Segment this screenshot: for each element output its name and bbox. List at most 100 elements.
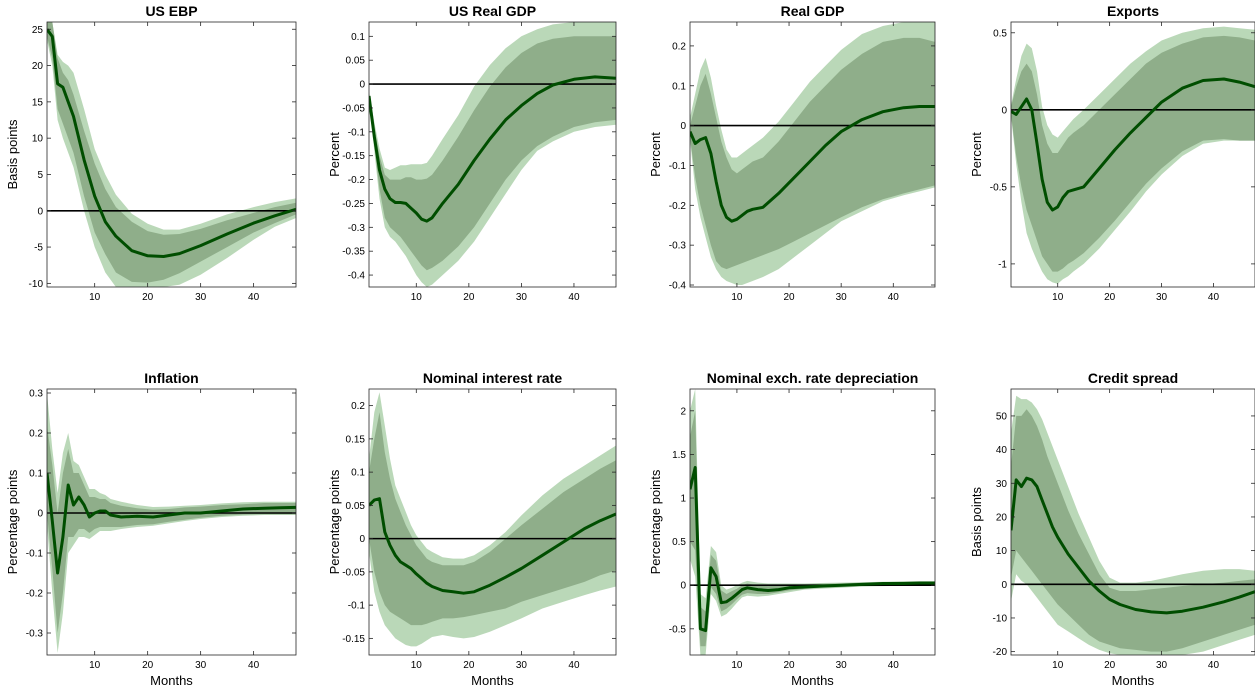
x-tick-label: 40	[568, 660, 580, 671]
x-tick-label: 30	[1156, 292, 1168, 303]
y-tick-label: -0.15	[342, 151, 365, 162]
y-tick-label: -10	[993, 613, 1008, 624]
panel-3: 10 20 30 40 -0.4 -0.3 -0.2 -0.1 0 0.1 0.2 Real GDP P…	[648, 3, 936, 303]
y-tick-label: 0.2	[29, 429, 43, 440]
axes-box	[689, 21, 936, 288]
plot-area	[369, 22, 616, 287]
y-tick-label: 20	[32, 61, 44, 72]
inner-confidence-band	[369, 412, 616, 626]
x-tick-label: 10	[411, 660, 423, 671]
panel-4: 10 20 30 40 -1 -0.5 0 0.5 Exports Percent	[969, 3, 1255, 303]
y-tick-label: -0.2	[348, 175, 366, 186]
y-tick-label: 0.5	[993, 28, 1007, 39]
y-tick-label: 10	[996, 546, 1008, 557]
y-tick-label: -0.1	[348, 601, 366, 612]
plot-area	[690, 389, 935, 655]
x-tick-label: 20	[783, 292, 795, 303]
median-response-line	[369, 497, 616, 595]
y-tick-label: 0.2	[351, 401, 365, 412]
y-tick-label: -1	[998, 259, 1007, 270]
x-tick-label: 30	[836, 292, 848, 303]
x-tick-label: 20	[463, 660, 475, 671]
x-tick-label: 40	[248, 660, 260, 671]
y-tick-label: 0.1	[351, 32, 365, 43]
y-tick-label: -0.35	[342, 247, 365, 258]
y-tick-label: 0.3	[29, 389, 43, 400]
panel-1: 10 20 30 40 -10 -5 0 5 10 15 20 25 US EBP Basis point…	[5, 3, 297, 303]
panel-title: Real GDP	[781, 3, 845, 19]
y-tick-label: 0.1	[351, 468, 365, 479]
x-tick-label: 20	[463, 292, 475, 303]
x-tick-label: 30	[195, 292, 207, 303]
y-tick-label: 0	[680, 581, 686, 592]
y-axis-label: Percentage points	[5, 469, 20, 574]
inner-confidence-band	[1011, 35, 1255, 272]
panel-8: 10 20 30 40 -20 -10 0 10 20 30 40 50 Credit spread Ba…	[969, 370, 1255, 688]
x-tick-label: 40	[568, 292, 580, 303]
y-tick-label: 40	[996, 445, 1008, 456]
y-tick-label: -0.2	[26, 589, 44, 600]
inner-confidence-band	[47, 425, 296, 633]
x-tick-label: 40	[248, 292, 260, 303]
outer-confidence-band	[47, 393, 296, 653]
panel-title: Inflation	[144, 370, 198, 386]
y-tick-label: 0.2	[672, 41, 686, 52]
y-tick-label: 20	[996, 512, 1008, 523]
y-tick-label: -10	[29, 279, 44, 290]
y-tick-label: -0.1	[348, 127, 366, 138]
y-tick-label: 0	[37, 509, 43, 520]
x-tick-label: 40	[888, 292, 900, 303]
y-axis-label: Percent	[327, 132, 342, 177]
y-tick-label: -0.3	[348, 223, 366, 234]
y-tick-label: -5	[34, 243, 43, 254]
y-tick-label: -0.4	[348, 271, 366, 282]
y-tick-label: 0	[359, 534, 365, 545]
axes-box	[1010, 21, 1255, 288]
y-tick-label: -0.4	[669, 281, 687, 292]
y-tick-label: -0.5	[669, 624, 687, 635]
x-tick-label: 20	[142, 292, 154, 303]
axes-box	[689, 388, 936, 656]
y-tick-label: -0.2	[669, 201, 687, 212]
x-tick-label: 30	[195, 660, 207, 671]
y-axis-label: Basis points	[969, 486, 984, 557]
axes-box	[368, 21, 617, 288]
y-axis-label: Basis points	[5, 119, 20, 190]
y-tick-label: 0	[680, 121, 686, 132]
y-tick-label: 0.1	[672, 81, 686, 92]
y-tick-label: 5	[37, 170, 43, 181]
x-tick-label: 20	[1104, 660, 1116, 671]
x-tick-label: 10	[731, 660, 743, 671]
y-tick-label: -0.15	[342, 634, 365, 645]
panel-title: Credit spread	[1088, 370, 1178, 386]
y-tick-label: -0.3	[669, 241, 687, 252]
y-tick-label: 0	[1001, 105, 1007, 116]
panel-6: 10 20 30 40 -0.15 -0.1 -0.05 0 0.05 0.1 0.15 0.2 Nom…	[327, 370, 617, 688]
plot-area	[690, 22, 935, 285]
y-tick-label: 0.15	[346, 434, 366, 445]
axes-box	[46, 388, 297, 656]
median-response-line	[369, 75, 616, 223]
y-tick-label: -0.1	[669, 161, 687, 172]
y-axis-label: Percent	[969, 132, 984, 177]
plot-area	[369, 392, 616, 647]
y-tick-label: 30	[996, 479, 1008, 490]
y-tick-label: 50	[996, 411, 1008, 422]
y-tick-label: 25	[32, 25, 44, 36]
x-axis-label: Months	[150, 673, 193, 688]
panel-title: US EBP	[145, 3, 197, 19]
inner-confidence-band	[1011, 409, 1255, 652]
y-tick-label: 0.05	[346, 501, 366, 512]
plot-area	[47, 393, 296, 653]
y-tick-label: 0	[37, 206, 43, 217]
x-tick-label: 40	[1208, 292, 1220, 303]
axes-box	[1010, 388, 1255, 656]
x-tick-label: 20	[1104, 292, 1116, 303]
panel-7: 10 20 30 40 -0.5 0 0.5 1 1.5 2 Nominal exch. rate …	[648, 370, 936, 688]
x-tick-label: 10	[411, 292, 423, 303]
x-tick-label: 10	[89, 292, 101, 303]
x-tick-label: 40	[888, 660, 900, 671]
x-axis-label: Months	[1112, 673, 1155, 688]
axes-box	[46, 21, 297, 288]
